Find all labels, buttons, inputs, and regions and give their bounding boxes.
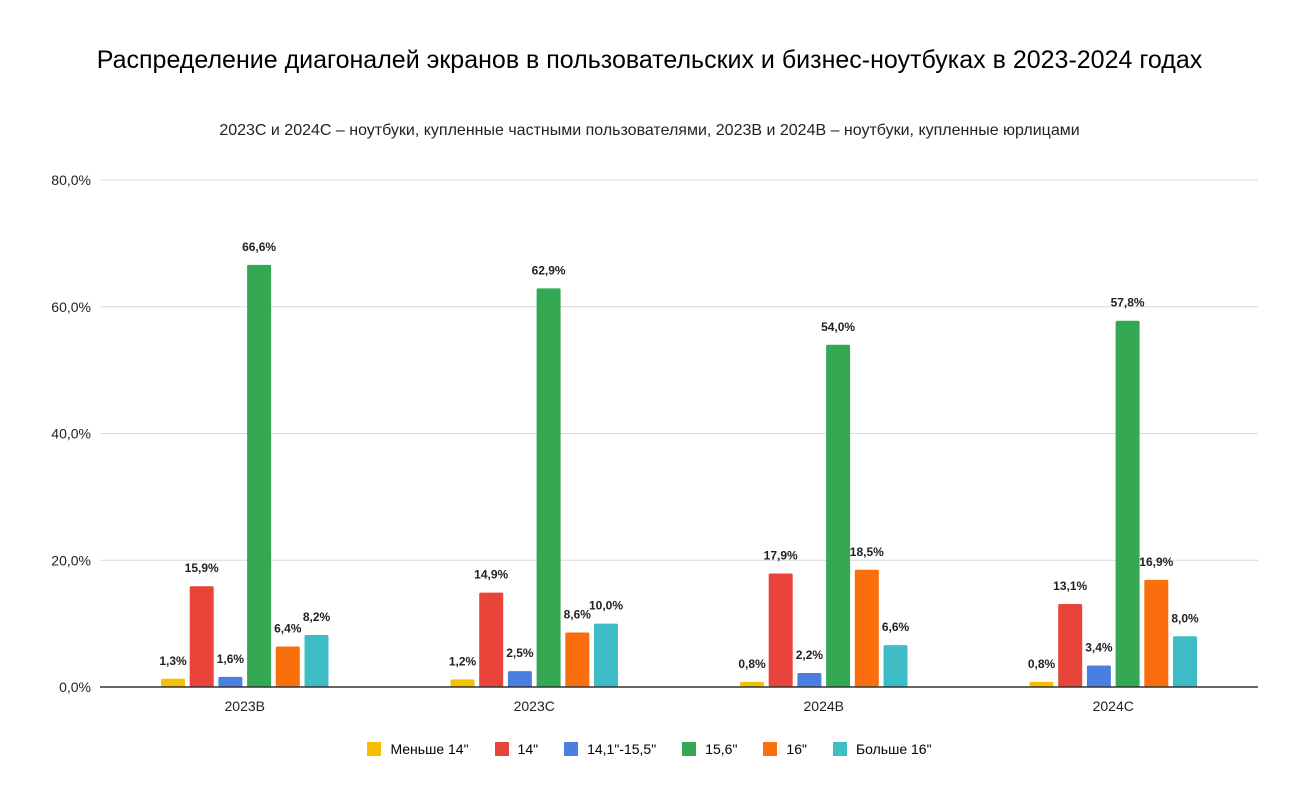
legend-swatch	[367, 742, 382, 756]
bar	[1173, 636, 1197, 687]
x-tick-label: 2023C	[514, 698, 555, 714]
legend-swatch	[564, 742, 579, 756]
data-label: 8,2%	[303, 610, 331, 624]
y-tick-label: 20,0%	[51, 552, 91, 568]
data-label: 2,5%	[506, 646, 534, 660]
bar	[768, 573, 793, 687]
data-label: 57,8%	[1111, 296, 1145, 310]
y-tick-label: 80,0%	[51, 172, 91, 188]
bar	[247, 264, 272, 687]
legend-label: 14"	[517, 741, 539, 757]
chart-subtitle: 2023C и 2024C – ноутбуки, купленные част…	[219, 122, 1080, 139]
data-label: 18,5%	[850, 545, 884, 559]
data-label: 0,8%	[738, 657, 766, 671]
gridlines	[100, 179, 1258, 561]
bar	[1029, 681, 1054, 687]
data-label: 6,4%	[274, 621, 302, 635]
data-label: 13,1%	[1053, 579, 1087, 593]
bar	[826, 344, 851, 687]
data-labels: 1,3% 15,9% 1,6% 66,6% 6,4%8,2% 1,2% 14,9% 2,5% 6…	[159, 240, 1199, 671]
data-label: 14,9%	[474, 568, 508, 582]
legend-item: 14,1"-15,5"	[564, 741, 656, 757]
plot-area: 0,0% 20,0% 40,0% 60,0% 80,0% 1,3% 15,9% 1,6% 66…	[51, 172, 1258, 714]
x-tick-label: 2024B	[804, 698, 844, 714]
y-tick-label: 60,0%	[51, 299, 91, 315]
legend-swatch	[832, 742, 847, 756]
bar	[275, 646, 300, 687]
data-label: 8,6%	[564, 607, 592, 621]
data-label: 66,6%	[242, 240, 276, 254]
data-label: 17,9%	[764, 549, 798, 563]
legend-item: 15,6"	[682, 741, 737, 757]
data-label: 54,0%	[821, 320, 855, 334]
bar	[565, 632, 590, 687]
data-label: 1,3%	[159, 654, 187, 668]
legend-label: Больше 16"	[855, 741, 932, 757]
bar	[189, 586, 214, 687]
bar	[740, 681, 764, 687]
x-tick-label: 2023B	[225, 698, 265, 714]
bar	[797, 673, 822, 687]
bar	[883, 645, 908, 687]
legend-label: 14,1"-15,5"	[587, 741, 657, 757]
legend-swatch	[494, 742, 509, 756]
legend-label: Меньше 14"	[390, 741, 469, 757]
legend-item: 14"	[494, 741, 539, 757]
x-tick-label: 2024C	[1093, 698, 1134, 714]
data-label: 0,8%	[1028, 657, 1056, 671]
data-label: 1,6%	[217, 652, 245, 666]
bar	[1086, 665, 1111, 687]
bar	[1115, 320, 1140, 687]
data-label: 8,0%	[1171, 611, 1199, 625]
legend: Меньше 14" 14" 14,1"-15,5" 15,6" 16" Больше 1…	[0, 741, 1299, 757]
data-label: 15,9%	[185, 561, 219, 575]
legend-label: 16"	[786, 741, 807, 757]
data-label: 10,0%	[589, 599, 623, 613]
data-label: 2,2%	[796, 648, 824, 662]
legend-swatch	[682, 742, 697, 756]
legend-item: Меньше 14"	[367, 741, 469, 757]
x-axis: 2023B 2023C 2024B 2024C	[100, 686, 1258, 714]
y-tick-label: 40,0%	[51, 426, 91, 442]
data-label: 3,4%	[1085, 640, 1113, 654]
bar	[450, 679, 475, 687]
bar	[304, 635, 329, 687]
bar	[161, 678, 185, 687]
data-label: 16,9%	[1139, 555, 1173, 569]
bars	[161, 264, 1197, 687]
bar	[507, 671, 532, 687]
legend-swatch	[763, 742, 778, 756]
chart-title: Распределение диагоналей экранов в польз…	[96, 46, 1203, 74]
legend-item: Больше 16"	[832, 741, 932, 757]
y-axis: 0,0% 20,0% 40,0% 60,0% 80,0%	[51, 172, 91, 695]
y-tick-label: 0,0%	[59, 679, 91, 695]
bar	[1144, 579, 1169, 687]
data-label: 62,9%	[532, 263, 566, 277]
bar	[854, 569, 879, 687]
data-label: 1,2%	[449, 654, 477, 668]
bar	[218, 676, 243, 687]
bar	[594, 623, 618, 687]
legend-item: 16"	[763, 741, 807, 757]
bar	[536, 288, 561, 687]
bar	[479, 592, 504, 687]
bar	[1058, 603, 1083, 687]
data-label: 6,6%	[882, 620, 910, 634]
legend-label: 15,6"	[705, 741, 738, 757]
